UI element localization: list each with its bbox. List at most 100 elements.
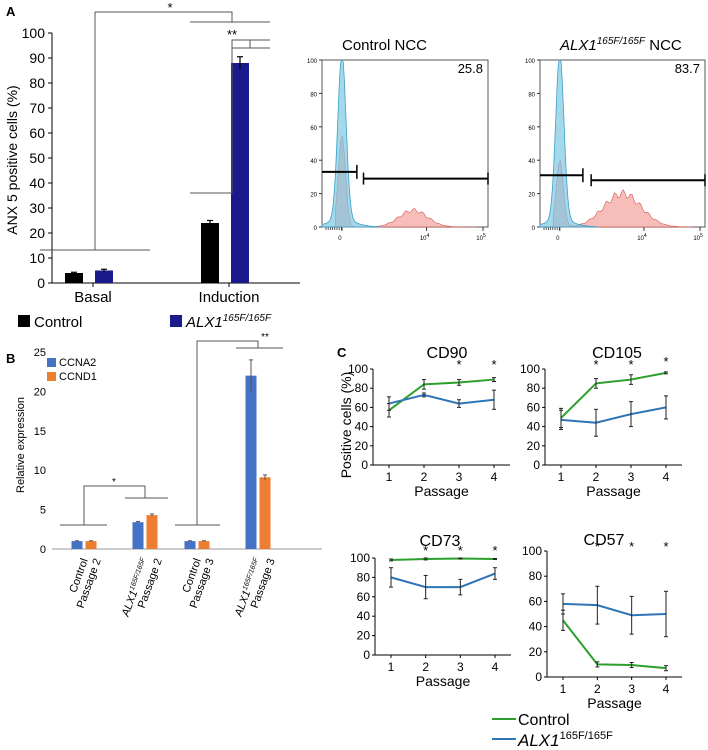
panel-c-star-cd105: * [628,357,633,372]
panel-c-x-tick-label: 1 [560,682,567,696]
panel-c-x-axis-label-cd57: Passage [587,695,642,711]
panel-c-y-tick-label: 0 [535,670,542,684]
legend-b-ccna2-label: CCNA2 [59,357,96,369]
line-control-cd57 [562,619,667,670]
bar-ccna2-0 [71,541,83,549]
panel-c-star-cd105: * [663,354,668,369]
flow-control-red-histogram [334,135,477,228]
flow-alx-title: ALX1165F/165F NCC [559,36,682,54]
panel-a-bar-chart: ANX 5 positive cells (%) 0 10 20 30 40 50 60 70… [4,0,300,331]
flow-alx-y-tick-label: 60 [528,126,535,132]
panel-b-y-tick-label: 15 [34,426,46,438]
panel-c-y-tick-label: 40 [355,420,369,434]
panel-c-title-cd73: CD73 [420,533,461,550]
legend-a-control-swatch [18,315,30,327]
line-alx-cd105 [560,406,667,424]
flow-control-blue-histogram [321,59,381,228]
bar-ccnd1-1 [146,515,158,549]
legend-a-alx-label: ALX1165F/165F [185,313,272,331]
panel-label-c: C [337,345,347,360]
legend-b-ccna2-swatch [47,358,56,367]
flow-alx-x-tick-label: 105 [693,233,703,242]
bar-control-basal [65,273,83,283]
panel-c-y-tick-label: 0 [361,458,368,472]
flow-histogram-alx: ALX1165F/165F NCC 0 20 40 60 80 100 0 104 105 83.… [525,36,706,242]
panel-c-star-cd57: * [663,539,668,554]
panel-c-x-axis-label-cd73: Passage [416,673,471,689]
flow-control-y-tick-label: 60 [310,126,317,132]
flow-alx-blue-histogram [539,59,599,228]
bar-control-induction [201,223,219,283]
bar-ccna2-2 [184,541,196,549]
panel-c-y-tick-label: 80 [357,570,371,584]
panel-c-x-tick-label: 3 [628,682,635,696]
bar-alx-basal [95,270,113,283]
bar-ccnd1-2 [198,541,210,549]
panel-c-x-tick-label: 2 [593,470,600,484]
panel-c-y-tick-label: 20 [355,439,369,453]
panel-c-y-tick-label: 80 [527,381,541,395]
flow-control-y-tick-label: 40 [310,159,317,165]
panel-c-x-tick-label: 1 [558,470,565,484]
flow-histogram-control: Control NCC 0 20 40 60 80 100 0 104 105 25.8 [307,37,489,242]
panel-b-y-tick-label: 10 [34,465,46,477]
panel-a-y-tick-label: 60 [29,125,45,141]
sig-star-passage2: * [112,477,116,488]
flow-control-x-tick-label: 105 [476,233,486,242]
panel-c-star-cd90: * [456,357,461,372]
panel-c-x-tick-label: 3 [457,660,464,674]
panel-a-y-tick-label: 20 [29,225,45,241]
panel-label-b: B [6,351,15,366]
panel-c-y-tick-label: 20 [529,645,543,659]
line-control-cd73 [390,557,496,561]
flow-alx-y-tick-label: 40 [528,159,535,165]
panel-b-y-tick-label: 0 [40,544,46,556]
sig-bracket-passage3 [175,340,283,526]
legend-a-control-label: Control [34,314,82,331]
legend-b-ccnd1-label: CCND1 [59,371,97,383]
flow-alx-red-histogram [552,159,694,228]
panel-c-title-cd90: CD90 [427,345,468,362]
flow-control-gate-value: 25.8 [458,61,483,76]
flow-alx-y-tick-label: 80 [528,92,535,98]
legend-c-control-label: Control [518,712,570,729]
flow-alx-gate-value: 83.7 [675,61,700,76]
panel-c-x-tick-label: 4 [663,682,670,696]
flow-control-x-tick-label: 104 [420,233,430,242]
panel-c-x-tick-label: 4 [491,470,498,484]
panel-c-y-tick-label: 80 [355,381,369,395]
panel-c-x-axis-label-cd90: Passage [414,483,469,499]
panel-c-y-tick-label: 20 [357,629,371,643]
panel-c-star-cd105: * [593,357,598,372]
flow-alx-y-tick-label: 0 [532,226,536,232]
panel-c-x-tick-label: 4 [663,470,670,484]
flow-alx-x-tick-label: 0 [556,236,560,242]
flow-control-title: Control NCC [342,37,427,54]
panel-c-y-tick-label: 40 [527,420,541,434]
panel-c-x-tick-label: 2 [594,682,601,696]
bar-alx-induction [231,63,249,283]
flow-control-x-tick-label: 0 [338,236,342,242]
panel-c-y-tick-label: 100 [348,362,368,376]
line-control-cd90 [388,378,495,412]
sig-star-single: * [167,0,172,15]
flow-control-y-tick-label: 20 [310,193,317,199]
line-alx-cd90 [388,393,495,405]
line-alx-cd57 [562,602,667,617]
panel-c-y-tick-label: 0 [363,648,370,662]
panel-b-y-tick-label: 5 [40,505,46,517]
legend-c-alx-label: ALX1165F/165F [517,730,613,750]
panel-a-y-tick-label: 50 [29,150,45,166]
panel-c-star-cd73: * [423,543,428,558]
panel-c-y-tick-label: 60 [529,594,543,608]
flow-alx-y-tick-label: 100 [525,59,536,65]
flow-control-y-tick-label: 80 [310,92,317,98]
panel-c-y-tick-label: 60 [357,590,371,604]
panel-b-y-tick-label: 25 [34,347,46,359]
bar-ccnd1-3 [259,477,271,549]
line-control-cd105 [560,371,667,419]
panel-a-y-tick-label: 30 [29,200,45,216]
panel-c-y-tick-label: 40 [357,609,371,623]
panel-c-y-axis-label: Positive cells (%) [338,372,354,479]
